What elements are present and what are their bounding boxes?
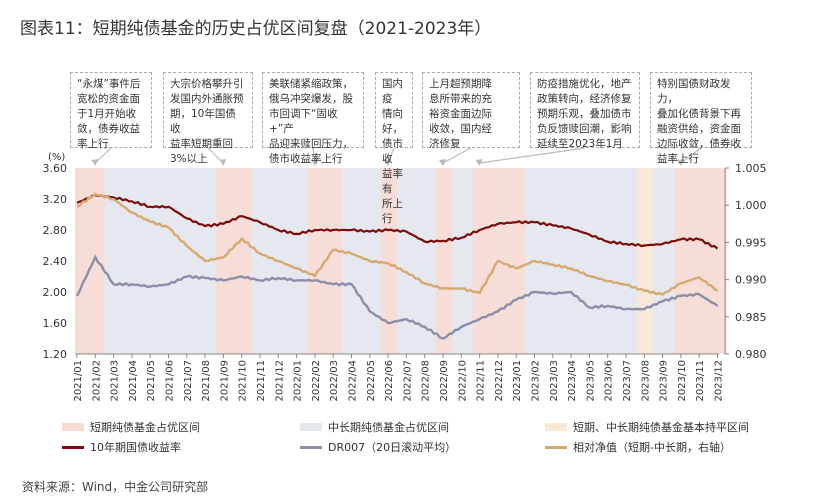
x-tick-label: 2022/08 <box>421 360 432 402</box>
x-tick-label: 2021/02 <box>91 360 102 402</box>
legend-nav: 相对净值（短期-中长期，右轴） <box>545 439 731 455</box>
y2-tick-label: 0.995 <box>735 236 767 249</box>
x-tick-label: 2021/01 <box>73 360 84 402</box>
legend-line <box>300 445 322 449</box>
x-tick-label: 2021/05 <box>146 360 157 402</box>
x-tick-label: 2022/03 <box>329 360 340 402</box>
x-tick-label: 2023/12 <box>714 360 725 402</box>
x-tick-label: 2023/08 <box>640 360 651 402</box>
legend-flat: 短期、中长期纯债基金基本持平区间 <box>545 419 749 435</box>
legend-swatch <box>545 423 567 431</box>
legend-y10: 10年期国债收益率 <box>62 439 181 455</box>
source-note: 资料来源：Wind，中金公司研究部 <box>22 480 209 494</box>
y2-tick-label: 0.990 <box>735 274 767 287</box>
annotation-arrow <box>94 147 112 164</box>
x-tick-label: 2023/06 <box>604 360 615 402</box>
y-tick-label: 2.40 <box>43 255 68 268</box>
chart-svg: 1.20 1.60 2.00 2.40 2.80 3.20 3.60 0.980 0.985 0.… <box>43 147 767 402</box>
annotation-box: 特别国债财政发力， 叠加化债背景下再 融资供给，资金面 边际收敛，债券收 益率上… <box>650 72 752 165</box>
x-tick-label: 2022/04 <box>348 360 359 402</box>
annotation-box: 上月超预期降 息所带来的充 裕资金面边际 收敛，国内经 济修复 <box>422 72 520 150</box>
x-tick-label: 2021/07 <box>183 360 194 402</box>
legend-label: 相对净值（短期-中长期，右轴） <box>573 441 731 454</box>
x-tick-label: 2023/04 <box>567 360 578 402</box>
annotation-arrowhead <box>676 159 684 166</box>
x-tick-label: 2022/11 <box>476 360 487 402</box>
y2-tick-label: 0.985 <box>735 311 767 324</box>
legend-label: 中长期纯债基金占优区间 <box>328 421 449 434</box>
annotation-arrowhead <box>310 159 318 166</box>
x-tick-label: 2022/06 <box>384 360 395 402</box>
y2-tick-label: 0.980 <box>735 348 767 361</box>
legend-line <box>545 445 567 449</box>
x-tick-label: 2022/05 <box>366 360 377 402</box>
annotation-arrowhead <box>439 159 446 166</box>
x-tick-label: 2021/03 <box>110 360 121 402</box>
x-tick-label: 2023/09 <box>659 360 670 402</box>
y2-tick-label: 1.005 <box>735 162 767 175</box>
y-tick-label: 1.20 <box>43 348 68 361</box>
x-tick-label: 2023/02 <box>531 360 542 402</box>
annotation-box: “永煤”事件后 宽松的资金面 于1月开始收 敛，债券收益 率上行 <box>70 72 152 150</box>
y-axis-unit: (%) <box>48 152 65 163</box>
x-tick-label: 2023/10 <box>677 360 688 402</box>
series-line-2 <box>76 192 719 296</box>
region-short <box>216 168 251 354</box>
region-flat <box>637 168 654 354</box>
annotation-arrow <box>680 147 702 164</box>
x-tick-label: 2022/10 <box>457 360 468 402</box>
annotation-box: 美联储紧缩政策， 俄乌冲突爆发，股 市回调下“固收+”产 品迎来赎回压力， 债市… <box>262 72 364 165</box>
legend-label: 10年期国债收益率 <box>90 441 181 454</box>
annotation-arrow <box>479 147 586 164</box>
legend-swatch <box>300 423 322 431</box>
region-short <box>435 168 453 354</box>
region-short <box>380 168 398 354</box>
annotation-arrowhead <box>219 159 227 166</box>
annotation-arrowhead <box>91 159 99 166</box>
y-tick-label: 3.20 <box>43 193 68 206</box>
x-tick-label: 2023/03 <box>549 360 560 402</box>
x-tick-label: 2022/09 <box>439 360 450 402</box>
legend-line <box>62 445 84 449</box>
y2-tick-label: 1.000 <box>735 199 767 212</box>
page-title: 图表11：短期纯债基金的历史占优区间复盘（2021-2023年） <box>20 19 492 39</box>
legend-swatch <box>62 423 84 431</box>
x-tick-label: 2021/10 <box>238 360 249 402</box>
x-tick-label: 2021/09 <box>219 360 230 402</box>
series-line-1 <box>75 254 719 340</box>
y-tick-label: 3.60 <box>43 162 68 175</box>
y-tick-label: 1.60 <box>43 317 68 330</box>
legend-label: 短期纯债基金占优区间 <box>90 421 200 434</box>
annotation-arrowhead <box>475 159 483 166</box>
annotation-arrow <box>442 147 472 164</box>
region-short <box>673 168 727 354</box>
annotation-box: 大宗价格攀升引 发国内外通胀预 期，10年国债收 益率短期重回 3%以上 <box>163 72 253 165</box>
annotation-box: 防疫措施优化，地产 政策转向，经济修复 预期乐观，叠加债市 负反馈赎回潮，影响 … <box>530 72 640 150</box>
annotation-arrowhead <box>384 159 392 166</box>
x-tick-label: 2022/07 <box>402 360 413 402</box>
legend-dr007: DR007（20日滚动平均） <box>300 439 456 455</box>
legend-label: DR007（20日滚动平均） <box>328 441 457 454</box>
x-tick-label: 2021/08 <box>201 360 212 402</box>
x-tick-label: 2023/11 <box>695 360 706 402</box>
x-tick-label: 2023/05 <box>585 360 596 402</box>
x-tick-label: 2022/02 <box>311 360 322 402</box>
x-tick-label: 2022/12 <box>494 360 505 402</box>
x-tick-label: 2021/06 <box>165 360 176 402</box>
x-tick-label: 2021/12 <box>274 360 285 402</box>
series-line-0 <box>76 193 719 250</box>
x-tick-label: 2022/01 <box>293 360 304 402</box>
legend-mid: 中长期纯债基金占优区间 <box>300 419 449 435</box>
x-tick-label: 2023/07 <box>622 360 633 402</box>
legend-label: 短期、中长期纯债基金基本持平区间 <box>573 421 749 434</box>
y-tick-label: 2.80 <box>43 224 68 237</box>
annotation-box: 国内疫 情向好， 债市收 益率有 所上行 <box>375 72 413 225</box>
y-tick-label: 2.00 <box>43 286 68 299</box>
x-tick-label: 2021/04 <box>128 360 139 402</box>
legend-short: 短期纯债基金占优区间 <box>62 419 200 435</box>
x-tick-label: 2021/11 <box>256 360 267 402</box>
x-tick-label: 2023/01 <box>512 360 523 402</box>
